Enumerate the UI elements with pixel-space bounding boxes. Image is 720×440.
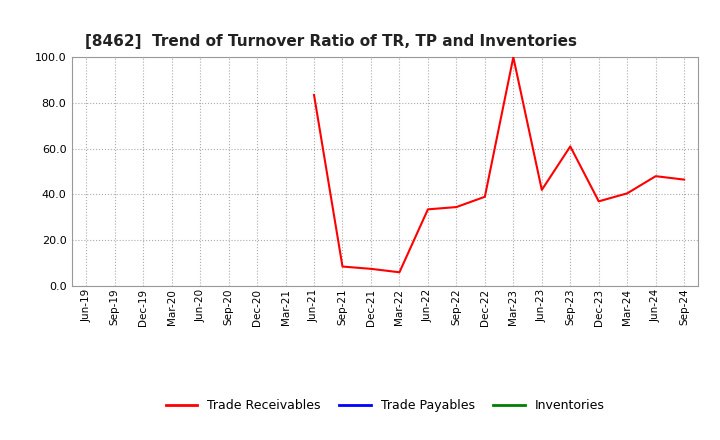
Text: [8462]  Trend of Turnover Ratio of TR, TP and Inventories: [8462] Trend of Turnover Ratio of TR, TP… <box>84 34 577 49</box>
Legend: Trade Receivables, Trade Payables, Inventories: Trade Receivables, Trade Payables, Inven… <box>161 394 610 417</box>
